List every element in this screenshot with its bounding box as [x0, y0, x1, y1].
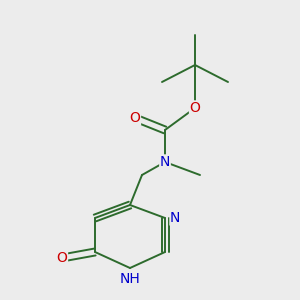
- Text: O: O: [190, 101, 200, 115]
- Text: NH: NH: [120, 272, 140, 286]
- Text: N: N: [170, 211, 180, 225]
- Text: O: O: [130, 111, 140, 125]
- Text: N: N: [160, 155, 170, 169]
- Text: O: O: [57, 251, 68, 265]
